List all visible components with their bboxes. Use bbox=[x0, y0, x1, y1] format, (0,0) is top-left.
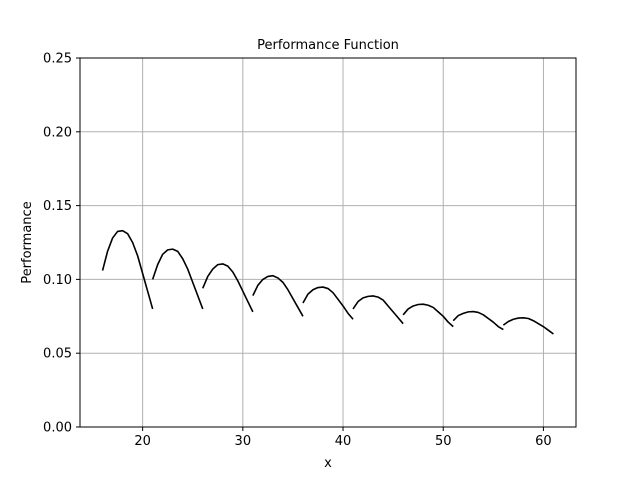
y-tick-label: 0.10 bbox=[43, 273, 72, 288]
series-lines bbox=[101, 229, 554, 335]
grid-lines bbox=[80, 57, 576, 428]
y-tick-label: 0.00 bbox=[43, 421, 72, 436]
performance-line-segment bbox=[302, 286, 354, 320]
x-tick-label: 60 bbox=[535, 434, 552, 449]
plot-frame bbox=[79, 57, 577, 428]
y-tick-label: 0.05 bbox=[43, 347, 72, 362]
performance-line-segment bbox=[502, 316, 554, 335]
performance-line-segment bbox=[452, 310, 504, 331]
performance-line-segment bbox=[402, 303, 454, 328]
x-tick-label: 50 bbox=[435, 434, 452, 449]
performance-line-segment bbox=[202, 263, 254, 313]
x-tick-label: 30 bbox=[235, 434, 252, 449]
performance-line-segment bbox=[352, 295, 404, 325]
y-tick-label: 0.15 bbox=[43, 199, 72, 214]
performance-line-segment bbox=[252, 274, 304, 317]
performance-line-segment bbox=[151, 248, 204, 310]
chart-title: Performance Function bbox=[257, 38, 399, 53]
performance-line-segment bbox=[101, 229, 154, 310]
x-tick-label: 40 bbox=[335, 434, 352, 449]
x-tick-label: 20 bbox=[134, 434, 151, 449]
y-tick-label: 0.20 bbox=[43, 125, 72, 140]
y-axis-label: Performance bbox=[20, 201, 35, 283]
y-tick-label: 0.25 bbox=[43, 52, 72, 67]
axis-ticks: 20 30 40 50 60 0.00 0.05 0.10 0.15 0.20 0.25 bbox=[43, 52, 552, 450]
x-axis-label: x bbox=[324, 456, 332, 471]
